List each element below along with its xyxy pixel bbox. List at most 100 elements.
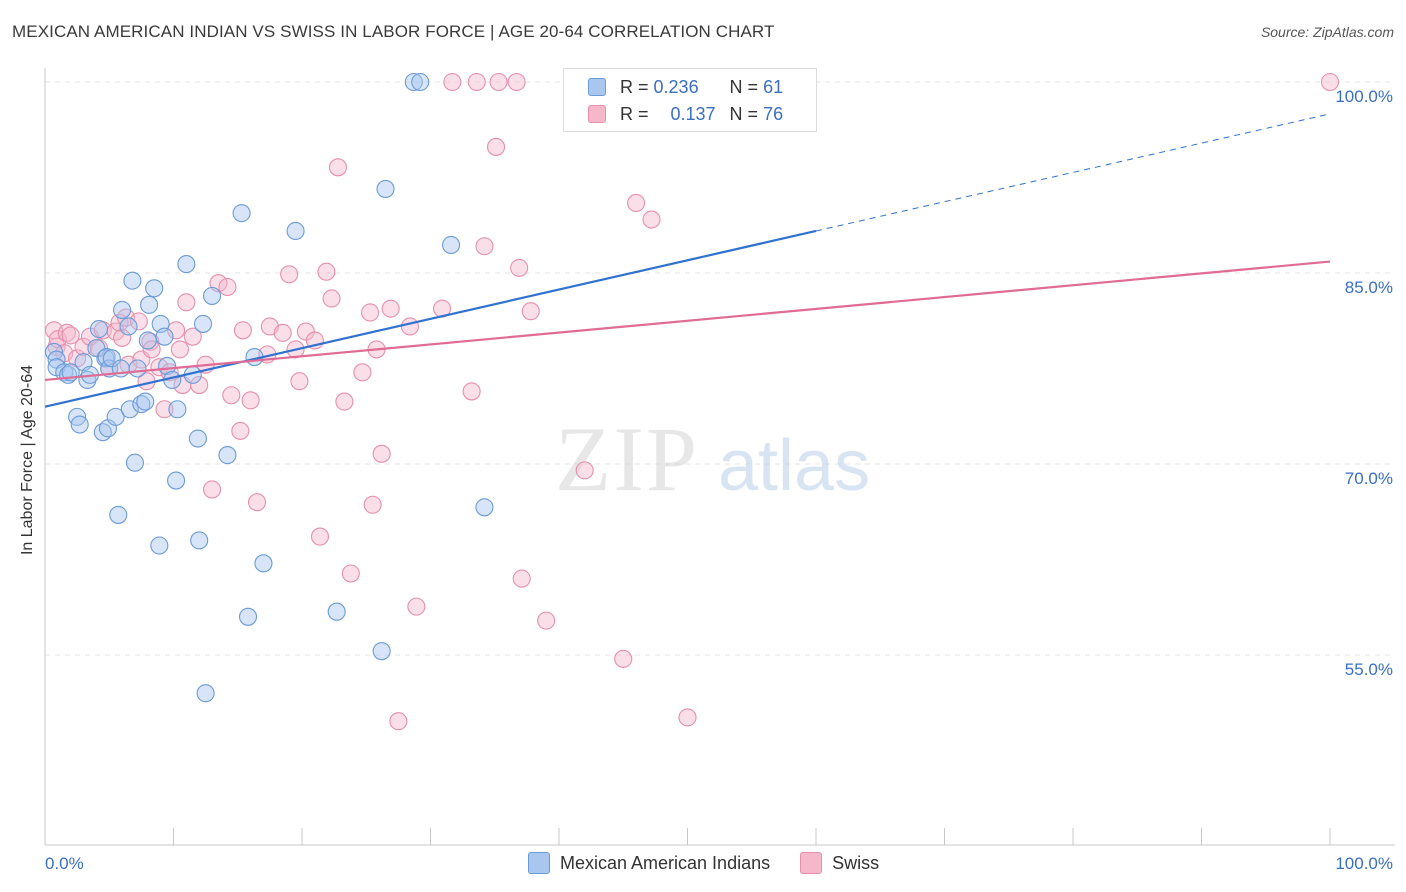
swiss-point — [218, 277, 237, 297]
grid-layer — [45, 81, 1395, 656]
swiss-point — [203, 480, 222, 499]
swiss-point — [443, 72, 462, 92]
correlation-legend: R = 0.236 N = 61 R = 0.137 N = 76 — [563, 68, 817, 132]
swiss-point — [341, 564, 360, 583]
swiss-point — [475, 237, 494, 256]
mexican-american-indian-point — [168, 400, 187, 419]
legend-swatch-pink — [588, 105, 606, 123]
y-tick-label: 100.0% — [1335, 87, 1393, 106]
swiss-point — [328, 158, 348, 177]
mexican-american-indian-point — [196, 684, 215, 703]
chart-title: MEXICAN AMERICAN INDIAN VS SWISS IN LABO… — [12, 22, 775, 41]
series-swatch-pink — [800, 852, 823, 874]
pink-trend-line — [44, 260, 1331, 382]
blue-trend-line — [44, 229, 817, 408]
series-legend: Mexican American Indians Swiss — [528, 852, 909, 874]
swiss-point — [372, 444, 391, 463]
swiss-point — [310, 527, 330, 546]
swiss-point — [678, 708, 697, 727]
mexican-american-indian-point — [327, 602, 346, 621]
series-legend-item-pink[interactable]: Swiss — [800, 852, 879, 874]
swiss-point — [113, 328, 132, 347]
legend-n-value-blue: 61 — [763, 76, 784, 97]
y-tick-label: 70.0% — [1345, 469, 1393, 488]
swiss-point — [381, 299, 400, 318]
swiss-point — [489, 72, 508, 92]
mexican-american-indian-point — [123, 271, 142, 290]
swiss-points — [44, 72, 1340, 731]
mexican-american-indian-point — [125, 453, 144, 472]
swiss-point — [510, 258, 529, 277]
swiss-point — [231, 421, 250, 440]
swiss-point — [170, 340, 189, 359]
mexican-american-indian-point — [411, 72, 430, 92]
mexican-american-indian-point — [140, 295, 159, 314]
legend-row-blue: R = 0.236 N = 61 — [588, 75, 783, 99]
swiss-point — [335, 392, 354, 411]
mexican-american-indian-point — [404, 72, 423, 92]
watermark-zip: ZIP — [555, 408, 699, 510]
blue-trend-extension — [815, 113, 1331, 232]
mexican-american-indian-point — [120, 400, 139, 419]
mexican-american-indian-point — [190, 531, 209, 550]
mexican-american-indian-point — [96, 349, 115, 368]
mexican-american-indian-point — [167, 471, 186, 490]
mexican-american-indian-points — [44, 72, 710, 703]
mexican-american-indian-point — [109, 505, 128, 524]
mexican-american-indian-point — [177, 255, 196, 274]
swiss-point — [575, 461, 594, 480]
swiss-point — [614, 649, 633, 668]
y-tick-label: 55.0% — [1345, 660, 1393, 679]
legend-r-label: R = — [620, 76, 649, 97]
swiss-point — [247, 493, 267, 512]
series-legend-item-blue[interactable]: Mexican American Indians — [528, 852, 770, 874]
swiss-point — [521, 302, 540, 321]
mexican-american-indian-point — [372, 642, 391, 661]
swiss-point — [74, 337, 93, 356]
mexican-american-indian-point — [442, 235, 461, 255]
mexican-american-indian-point — [136, 392, 155, 411]
mexican-american-indian-point — [128, 359, 147, 378]
source-label: Source: ZipAtlas.com — [1260, 24, 1394, 40]
mexican-american-indian-point — [254, 554, 273, 573]
swiss-point — [642, 210, 661, 229]
swiss-point — [167, 321, 186, 340]
mexican-american-indian-point — [87, 339, 106, 358]
swiss-point — [361, 303, 380, 322]
swiss-point — [537, 611, 556, 630]
swiss-point — [400, 317, 419, 336]
series-label-blue: Mexican American Indians — [560, 852, 771, 873]
mexican-american-indian-point — [106, 407, 125, 426]
swiss-point — [317, 262, 336, 281]
mexican-american-indian-point — [376, 179, 395, 199]
legend-r-value-pink: 0.137 — [670, 103, 716, 124]
swiss-point — [353, 363, 372, 382]
mexican-american-indian-point — [145, 279, 164, 298]
mexican-american-indian-point — [286, 221, 305, 241]
swiss-point — [183, 327, 202, 346]
swiss-point — [129, 312, 148, 331]
mexican-american-indian-point — [89, 319, 109, 339]
mexican-american-indian-point — [119, 317, 138, 336]
legend-row-pink: R = 0.137 N = 76 — [588, 102, 783, 126]
swiss-point — [233, 321, 252, 340]
mexican-american-indian-point — [203, 286, 222, 305]
swiss-point — [389, 712, 408, 731]
mexican-american-indian-point — [70, 415, 89, 434]
swiss-point — [467, 72, 486, 92]
legend-n-label: N = — [729, 103, 759, 124]
watermark-atlas: atlas — [718, 426, 870, 506]
y-tick-label: 85.0% — [1345, 278, 1393, 297]
mexican-american-indian-point — [102, 349, 121, 368]
mexican-american-indian-point — [475, 498, 494, 517]
swiss-point — [363, 495, 382, 514]
mexican-american-indian-point — [194, 314, 213, 333]
swiss-point — [486, 137, 506, 156]
x-tick-label: 100.0% — [1335, 854, 1393, 873]
swiss-point — [322, 289, 341, 308]
trend-layer — [44, 113, 1331, 408]
legend-swatch-blue — [588, 78, 606, 96]
swiss-point — [1320, 72, 1340, 92]
swiss-point — [407, 597, 426, 616]
